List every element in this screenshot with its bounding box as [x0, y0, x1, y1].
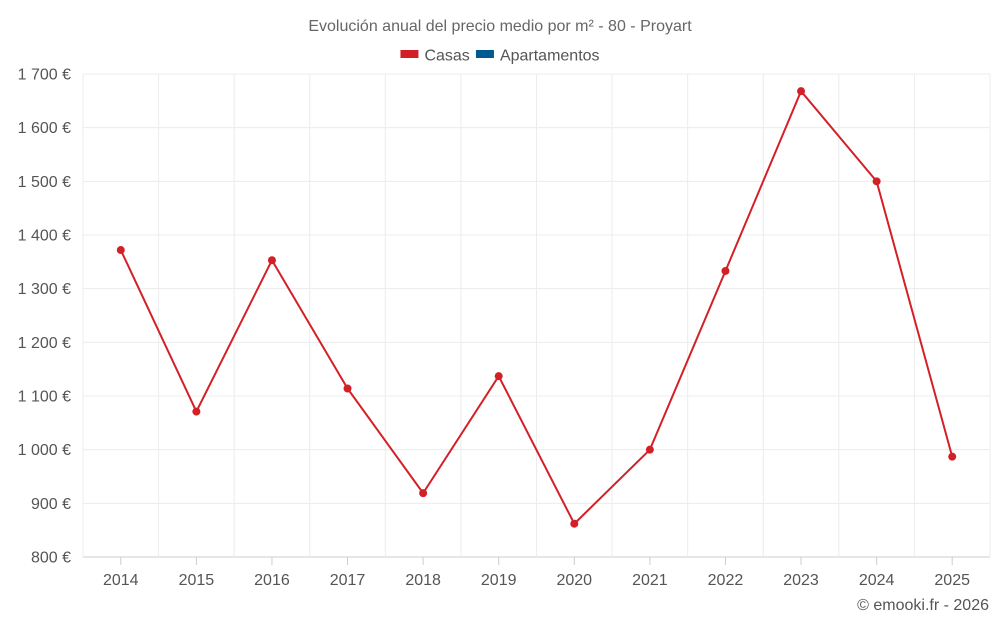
x-tick-label: 2017	[330, 572, 366, 589]
data-point[interactable]	[267, 256, 276, 265]
data-point[interactable]	[343, 384, 352, 393]
x-axis: 2014 2015 2016 2017 2018 2019 2020 2021 2022 2023…	[103, 557, 970, 589]
data-point[interactable]	[872, 177, 881, 186]
series-layer	[116, 87, 957, 528]
x-tick-label: 2024	[859, 572, 895, 589]
x-tick-label: 2022	[708, 572, 744, 589]
y-tick-label: 1 400 €	[18, 228, 71, 245]
y-tick-label: 1 700 €	[18, 67, 71, 84]
data-point[interactable]	[192, 407, 201, 416]
y-axis: 800 € 900 € 1 000 € 1 100 € 1 200 € 1 300 € 1 …	[18, 67, 71, 567]
credit-text: © emooki.fr - 2026	[857, 597, 989, 614]
x-tick-label: 2016	[254, 572, 290, 589]
data-point[interactable]	[419, 489, 428, 498]
legend-label-casas[interactable]: Casas	[424, 48, 469, 65]
x-tick-label: 2021	[632, 572, 668, 589]
y-tick-label: 1 100 €	[18, 389, 71, 406]
legend-swatch-apartamentos[interactable]	[475, 50, 494, 58]
y-tick-label: 800 €	[31, 550, 71, 567]
y-tick-label: 1 600 €	[18, 120, 71, 137]
legend-label-apartamentos[interactable]: Apartamentos	[500, 48, 600, 65]
legend-swatch-casas[interactable]	[400, 50, 419, 58]
data-point[interactable]	[494, 372, 503, 381]
data-point[interactable]	[948, 452, 957, 461]
x-tick-label: 2014	[103, 572, 139, 589]
y-tick-label: 900 €	[31, 496, 71, 513]
data-point[interactable]	[797, 87, 806, 96]
data-point[interactable]	[721, 266, 730, 275]
data-point[interactable]	[116, 246, 125, 255]
data-point[interactable]	[645, 445, 654, 454]
x-tick-label: 2020	[556, 572, 592, 589]
x-tick-label: 2025	[934, 572, 970, 589]
series-line-casas	[119, 90, 954, 525]
data-point[interactable]	[570, 519, 579, 528]
legend: Casas Apartamentos	[400, 48, 600, 65]
x-tick-label: 2019	[481, 572, 517, 589]
y-tick-label: 1 500 €	[18, 174, 71, 191]
x-tick-label: 2015	[179, 572, 215, 589]
x-tick-label: 2023	[783, 572, 819, 589]
grid	[82, 73, 991, 558]
y-tick-label: 1 000 €	[18, 442, 71, 459]
y-tick-label: 1 300 €	[18, 281, 71, 298]
x-tick-label: 2018	[405, 572, 441, 589]
y-tick-label: 1 200 €	[18, 335, 71, 352]
chart-title: Evolución anual del precio medio por m² …	[308, 18, 692, 35]
